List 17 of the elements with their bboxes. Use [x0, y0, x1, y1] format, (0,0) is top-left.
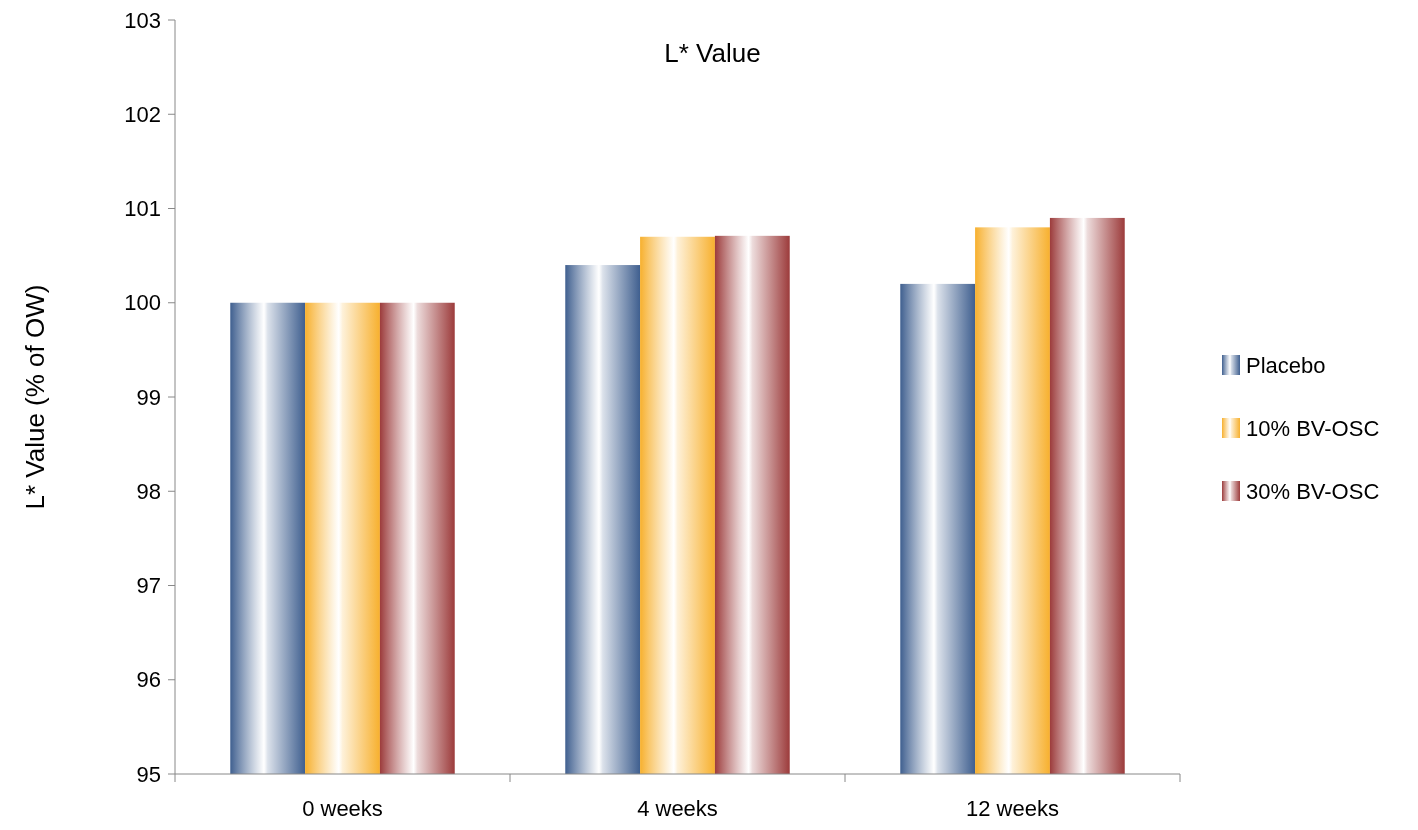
legend-label: 10% BV-OSC — [1246, 415, 1380, 441]
y-tick-label: 100 — [124, 290, 161, 316]
y-axis-title: L* Value (% of OW) — [20, 284, 50, 510]
x-tick-label: 12 weeks — [966, 796, 1059, 821]
y-tick-label: 101 — [124, 196, 161, 222]
x-tick-label: 4 weeks — [637, 796, 718, 821]
legend-label: Placebo — [1246, 352, 1326, 378]
y-tick-label: 95 — [136, 761, 161, 787]
legend-label: 30% BV-OSC — [1246, 478, 1380, 504]
y-tick-label: 99 — [136, 384, 161, 410]
text: L* Value — [664, 38, 761, 68]
y-tick-label: 102 — [124, 101, 161, 127]
y-tick-label: 98 — [136, 478, 161, 504]
y-tick-label: 103 — [124, 7, 161, 33]
y-tick-label: 96 — [136, 667, 161, 693]
x-tick-label: 0 weeks — [302, 796, 383, 821]
y-tick-label: 97 — [136, 573, 161, 599]
